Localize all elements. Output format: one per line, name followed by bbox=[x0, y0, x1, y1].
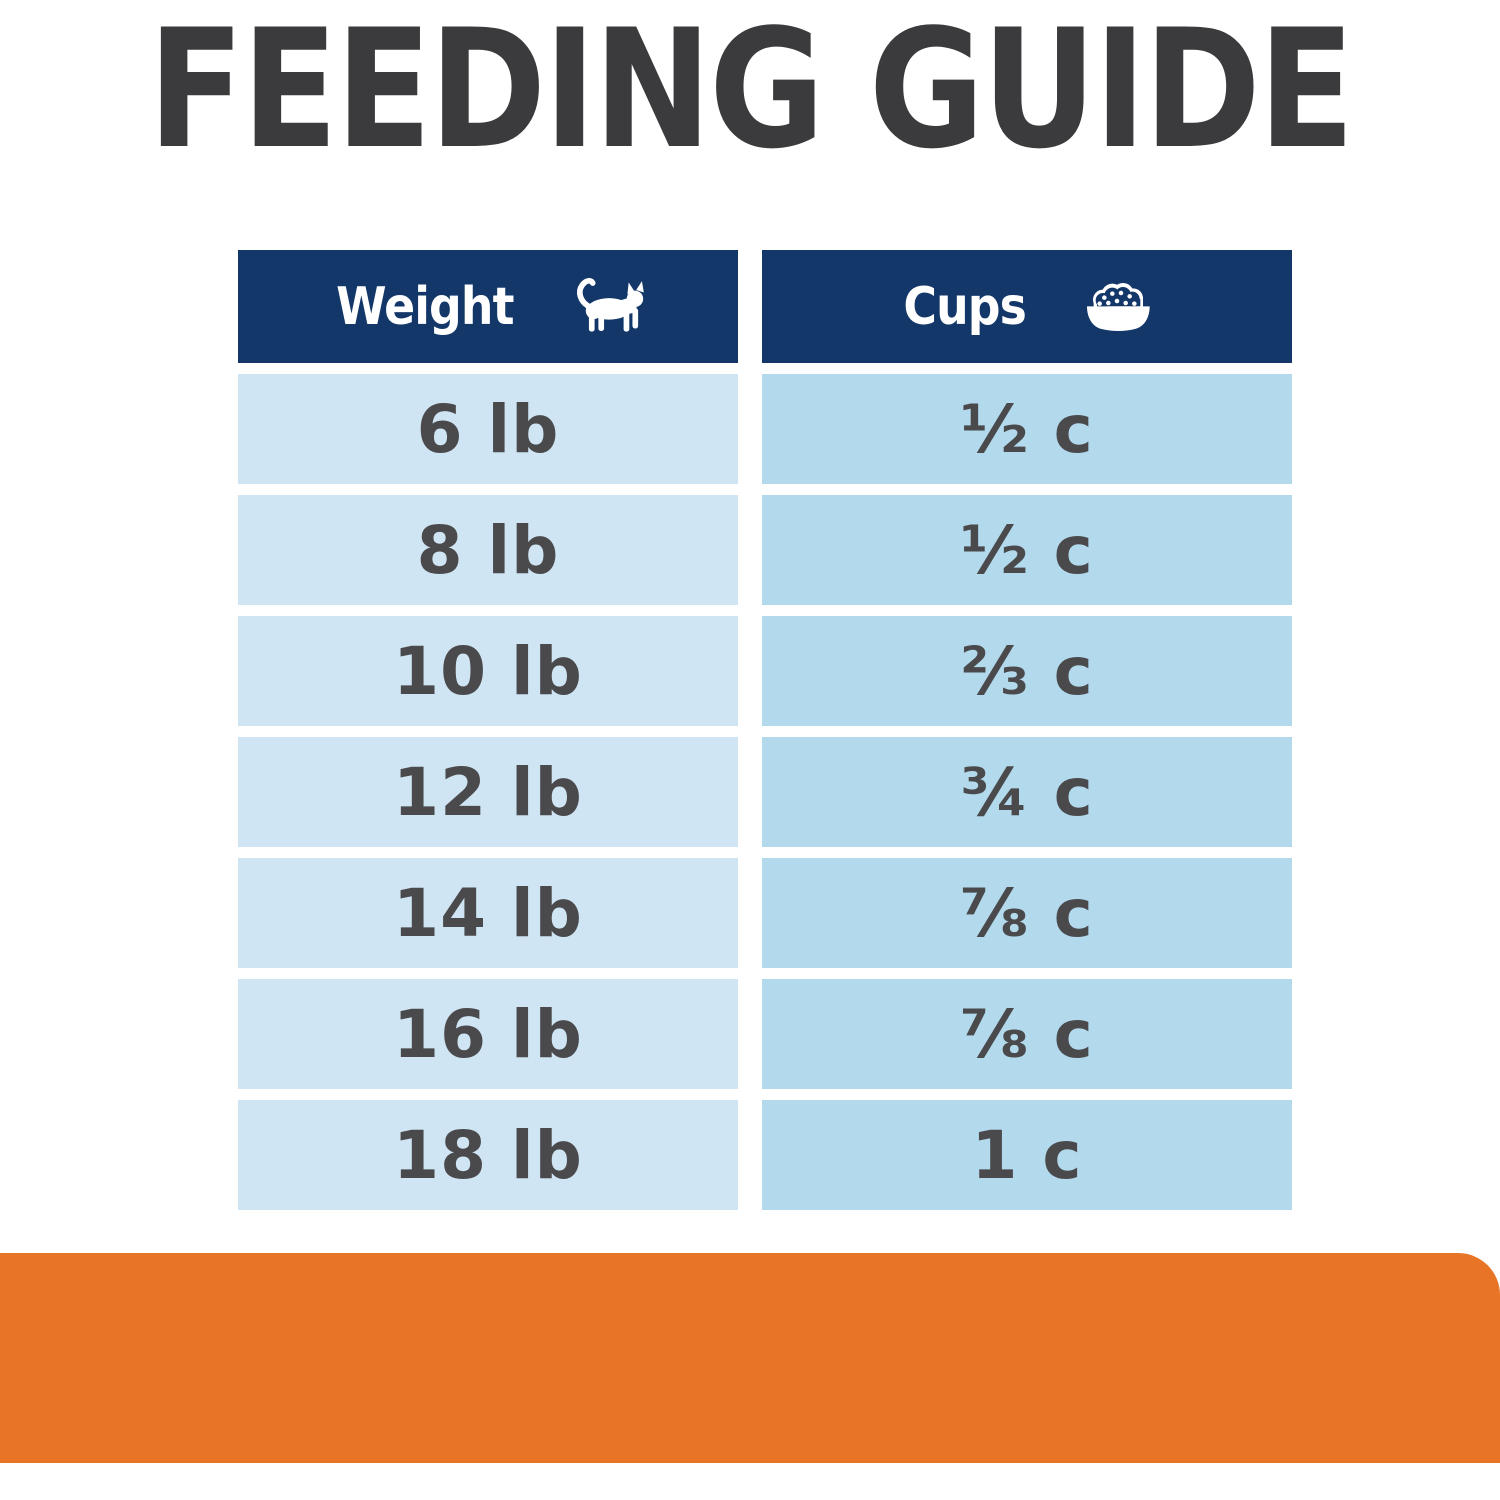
weight-cell: 18 lb bbox=[238, 1100, 738, 1210]
cups-cell: ⅞ c bbox=[762, 858, 1292, 968]
cups-cell: ½ c bbox=[762, 495, 1292, 605]
page-title: FEEDING GUIDE bbox=[147, 0, 1355, 185]
weight-cell: 14 lb bbox=[238, 858, 738, 968]
cups-column-header: Cups bbox=[762, 250, 1292, 363]
weight-cell: 8 lb bbox=[238, 495, 738, 605]
weight-cell: 12 lb bbox=[238, 737, 738, 847]
weight-cell: 16 lb bbox=[238, 979, 738, 1089]
weight-cell: 10 lb bbox=[238, 616, 738, 726]
weight-cell: 6 lb bbox=[238, 374, 738, 484]
cat-icon bbox=[570, 274, 652, 340]
cups-cell: ⅔ c bbox=[762, 616, 1292, 726]
cups-cell: ½ c bbox=[762, 374, 1292, 484]
orange-footer-bar bbox=[0, 1253, 1500, 1463]
cups-cell: 1 c bbox=[762, 1100, 1292, 1210]
weight-column-header: Weight bbox=[238, 250, 738, 363]
cups-cell: ⅞ c bbox=[762, 979, 1292, 1089]
food-bowl-icon bbox=[1079, 276, 1159, 338]
feeding-guide-table: Weight Cups bbox=[238, 250, 1292, 1210]
cups-cell: ¾ c bbox=[762, 737, 1292, 847]
cups-header-label: Cups bbox=[903, 276, 1028, 337]
weight-header-label: Weight bbox=[336, 276, 514, 337]
